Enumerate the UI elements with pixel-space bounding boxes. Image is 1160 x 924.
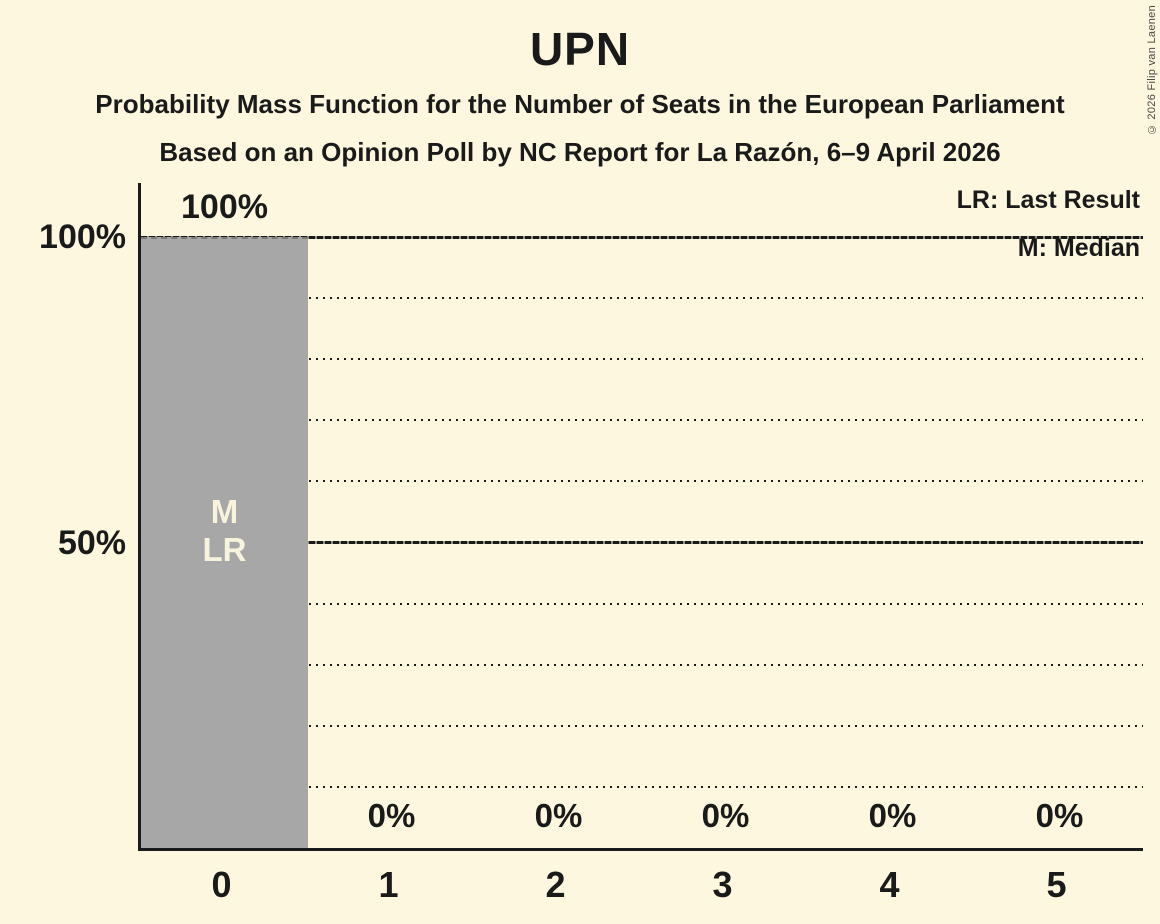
- bar-value-label-0: 100%: [181, 188, 268, 226]
- legend-last-result: LR: Last Result: [956, 186, 1140, 214]
- gridline-60pct: [141, 480, 1143, 482]
- y-axis-label-50: 50%: [57, 524, 126, 562]
- bar-value-label-3: 0%: [701, 797, 750, 834]
- x-tick-label-2: 2: [545, 864, 566, 905]
- gridline-100pct: [141, 236, 1143, 239]
- x-tick-label-1: 1: [378, 864, 399, 905]
- gridline-40pct: [141, 603, 1143, 605]
- last-result-marker-label: LR: [202, 531, 247, 568]
- bar-value-label-2: 0%: [534, 797, 583, 834]
- gridline-80pct: [141, 358, 1143, 360]
- copyright-notice: © 2026 Filip van Laenen: [1146, 5, 1158, 136]
- x-tick-label-5: 5: [1046, 864, 1067, 905]
- gridline-30pct: [141, 664, 1143, 666]
- plot-area: 100% M LR 0% 0% 0% 0% 0%: [138, 183, 1143, 851]
- x-tick-label-0: 0: [211, 864, 232, 905]
- bar-annotation-labels: M LR: [141, 493, 308, 569]
- bar-value-label-5: 0%: [1035, 797, 1084, 834]
- x-tick-label-3: 3: [712, 864, 733, 905]
- y-axis-label-100: 100%: [39, 218, 126, 256]
- bar-value-label-4: 0%: [868, 797, 917, 834]
- x-tick-label-4: 4: [879, 864, 900, 905]
- gridline-20pct: [141, 725, 1143, 727]
- bar-value-label-1: 0%: [367, 797, 416, 834]
- legend-median: M: Median: [1017, 234, 1140, 262]
- gridline-10pct: [141, 786, 1143, 788]
- chart-subtitle: Probability Mass Function for the Number…: [95, 89, 1065, 119]
- chart-title: UPN: [529, 23, 631, 75]
- gridline-70pct: [141, 419, 1143, 421]
- median-marker-label: M: [210, 493, 239, 530]
- gridline-50pct: [141, 541, 1143, 544]
- gridline-90pct: [141, 297, 1143, 299]
- bar-seats-0: [141, 237, 308, 848]
- chart-source-line: Based on an Opinion Poll by NC Report fo…: [159, 137, 1001, 167]
